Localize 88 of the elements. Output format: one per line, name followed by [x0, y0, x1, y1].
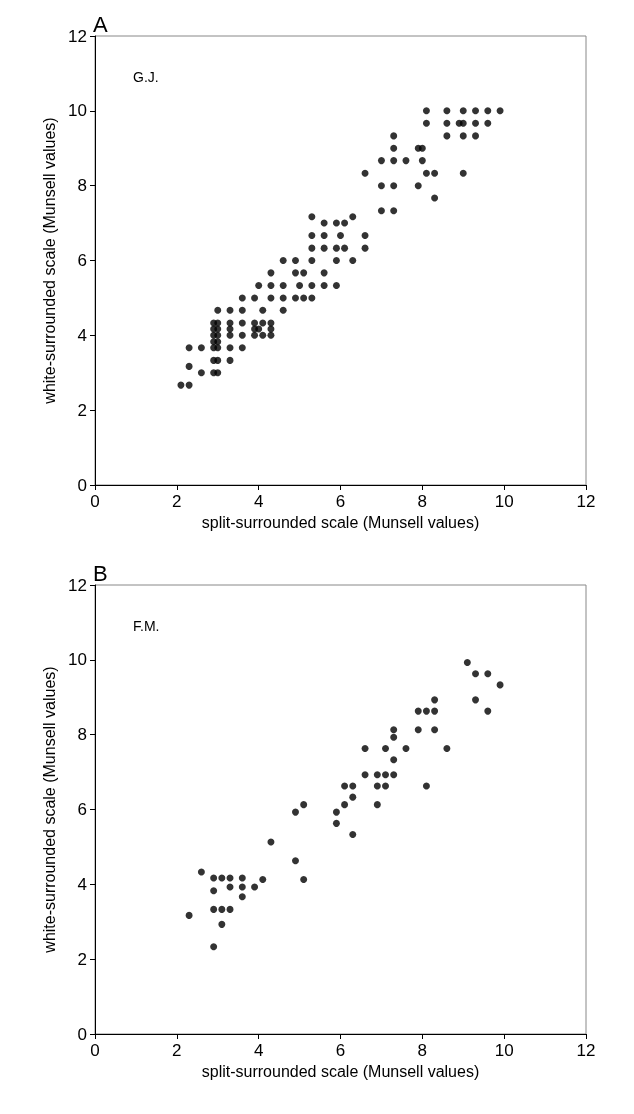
y-tick-label: 2	[77, 949, 87, 969]
point	[361, 771, 369, 779]
point	[341, 782, 349, 790]
x-tick-label: 8	[417, 492, 428, 511]
x-tick-label: 4	[253, 492, 264, 511]
y-tick-label: 12	[68, 26, 87, 46]
y-tick-label: 10	[68, 101, 87, 121]
point	[382, 782, 390, 790]
point	[431, 707, 439, 715]
point	[300, 875, 308, 883]
y-tick-label: 0	[77, 1024, 87, 1044]
point	[238, 874, 246, 882]
point	[259, 875, 267, 883]
point	[332, 819, 340, 827]
y-tick-label: 4	[77, 325, 87, 345]
x-tick-label: 12	[576, 1041, 596, 1060]
point	[361, 745, 369, 753]
point	[382, 745, 390, 753]
y-tick-label: 6	[77, 251, 87, 270]
point	[300, 801, 308, 809]
x-tick-label: 2	[172, 1041, 182, 1060]
point	[218, 905, 226, 913]
point	[226, 905, 234, 913]
point	[402, 745, 410, 753]
point	[373, 801, 381, 809]
point	[210, 905, 218, 913]
point	[251, 883, 259, 891]
point	[414, 707, 422, 715]
point	[484, 707, 492, 715]
point	[472, 670, 480, 678]
x-tick-label: 6	[335, 492, 346, 511]
point	[238, 893, 246, 901]
chart-title: A	[93, 11, 108, 37]
point	[484, 670, 492, 678]
point	[382, 771, 390, 779]
y-tick-label: 0	[77, 475, 87, 495]
x-tick-label: 12	[576, 492, 596, 511]
x-tick-label: 6	[335, 1041, 346, 1060]
y-tick-label: 8	[77, 176, 87, 196]
point	[210, 943, 218, 951]
x-tick-label: 4	[253, 1041, 264, 1060]
chart-title: B	[93, 560, 108, 586]
point	[292, 808, 299, 816]
x-tick-label: 8	[417, 1041, 428, 1060]
point	[292, 857, 299, 865]
point	[349, 782, 357, 790]
point	[349, 793, 357, 801]
point	[332, 808, 340, 816]
point	[341, 801, 349, 809]
point	[422, 707, 430, 715]
point	[390, 726, 398, 734]
point	[373, 782, 381, 790]
point	[210, 874, 218, 882]
point	[373, 771, 381, 779]
y-tick-label: 4	[77, 874, 87, 894]
point	[238, 883, 246, 891]
point	[349, 831, 357, 839]
point	[197, 868, 205, 876]
point	[431, 696, 439, 704]
point	[472, 696, 480, 704]
x-tick-label: 10	[494, 1041, 514, 1060]
x-tick-label: 0	[90, 1041, 100, 1060]
y-tick-label: 8	[77, 725, 87, 745]
point	[185, 911, 193, 919]
point	[443, 745, 451, 753]
point	[210, 887, 218, 895]
y-axis-title: white-surrounded scale (Munsell values)	[40, 117, 58, 405]
y-tick-label: 12	[68, 575, 87, 595]
y-tick-label: 10	[68, 650, 87, 670]
point	[390, 733, 398, 741]
point	[422, 782, 430, 790]
point	[431, 726, 439, 734]
annotation: G.J.	[133, 69, 159, 85]
point	[218, 874, 226, 882]
point	[390, 756, 398, 764]
point	[463, 658, 471, 666]
y-tick-label: 2	[77, 400, 87, 420]
x-axis-title: split-surrounded scale (Munsell values)	[201, 1063, 480, 1081]
annotation: F.M.	[133, 618, 160, 634]
x-tick-label: 10	[494, 492, 514, 511]
x-axis-title: split-surrounded scale (Munsell values)	[201, 514, 480, 532]
point	[390, 771, 398, 779]
x-tick-label: 2	[172, 492, 182, 511]
y-tick-label: 6	[77, 800, 87, 819]
point	[414, 726, 422, 734]
y-axis-title: white-surrounded scale (Munsell values)	[40, 666, 58, 954]
x-tick-label: 0	[90, 492, 100, 511]
point	[218, 920, 226, 928]
